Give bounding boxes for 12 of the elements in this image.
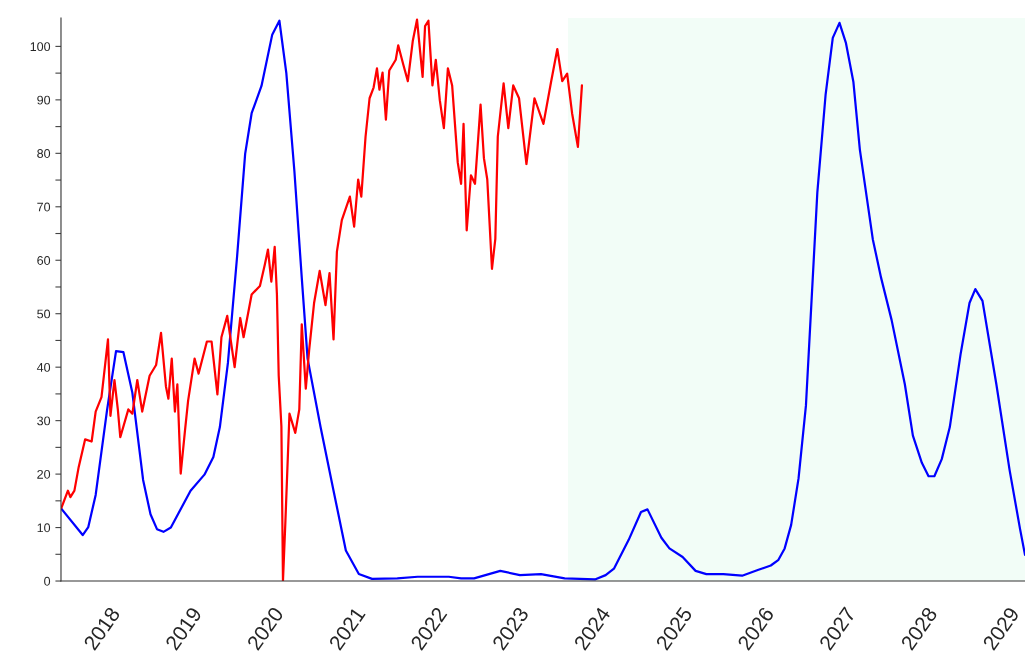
y-tick-label: 20 [37,469,51,479]
y-tick-label: 30 [37,416,51,426]
y-tick-label: 80 [37,149,51,158]
y-tick-label: 0 [44,576,51,586]
y-tick-label: 40 [36,362,51,372]
y-tick-label: 90 [37,95,51,105]
y-tick-label: 50 [37,309,51,319]
y-tick-label: 100 [30,42,51,52]
y-tick-label: 70 [37,202,51,212]
y-tick-label: 10 [37,523,51,533]
y-tick-label: 60 [37,256,51,265]
line-series [60,19,1025,581]
